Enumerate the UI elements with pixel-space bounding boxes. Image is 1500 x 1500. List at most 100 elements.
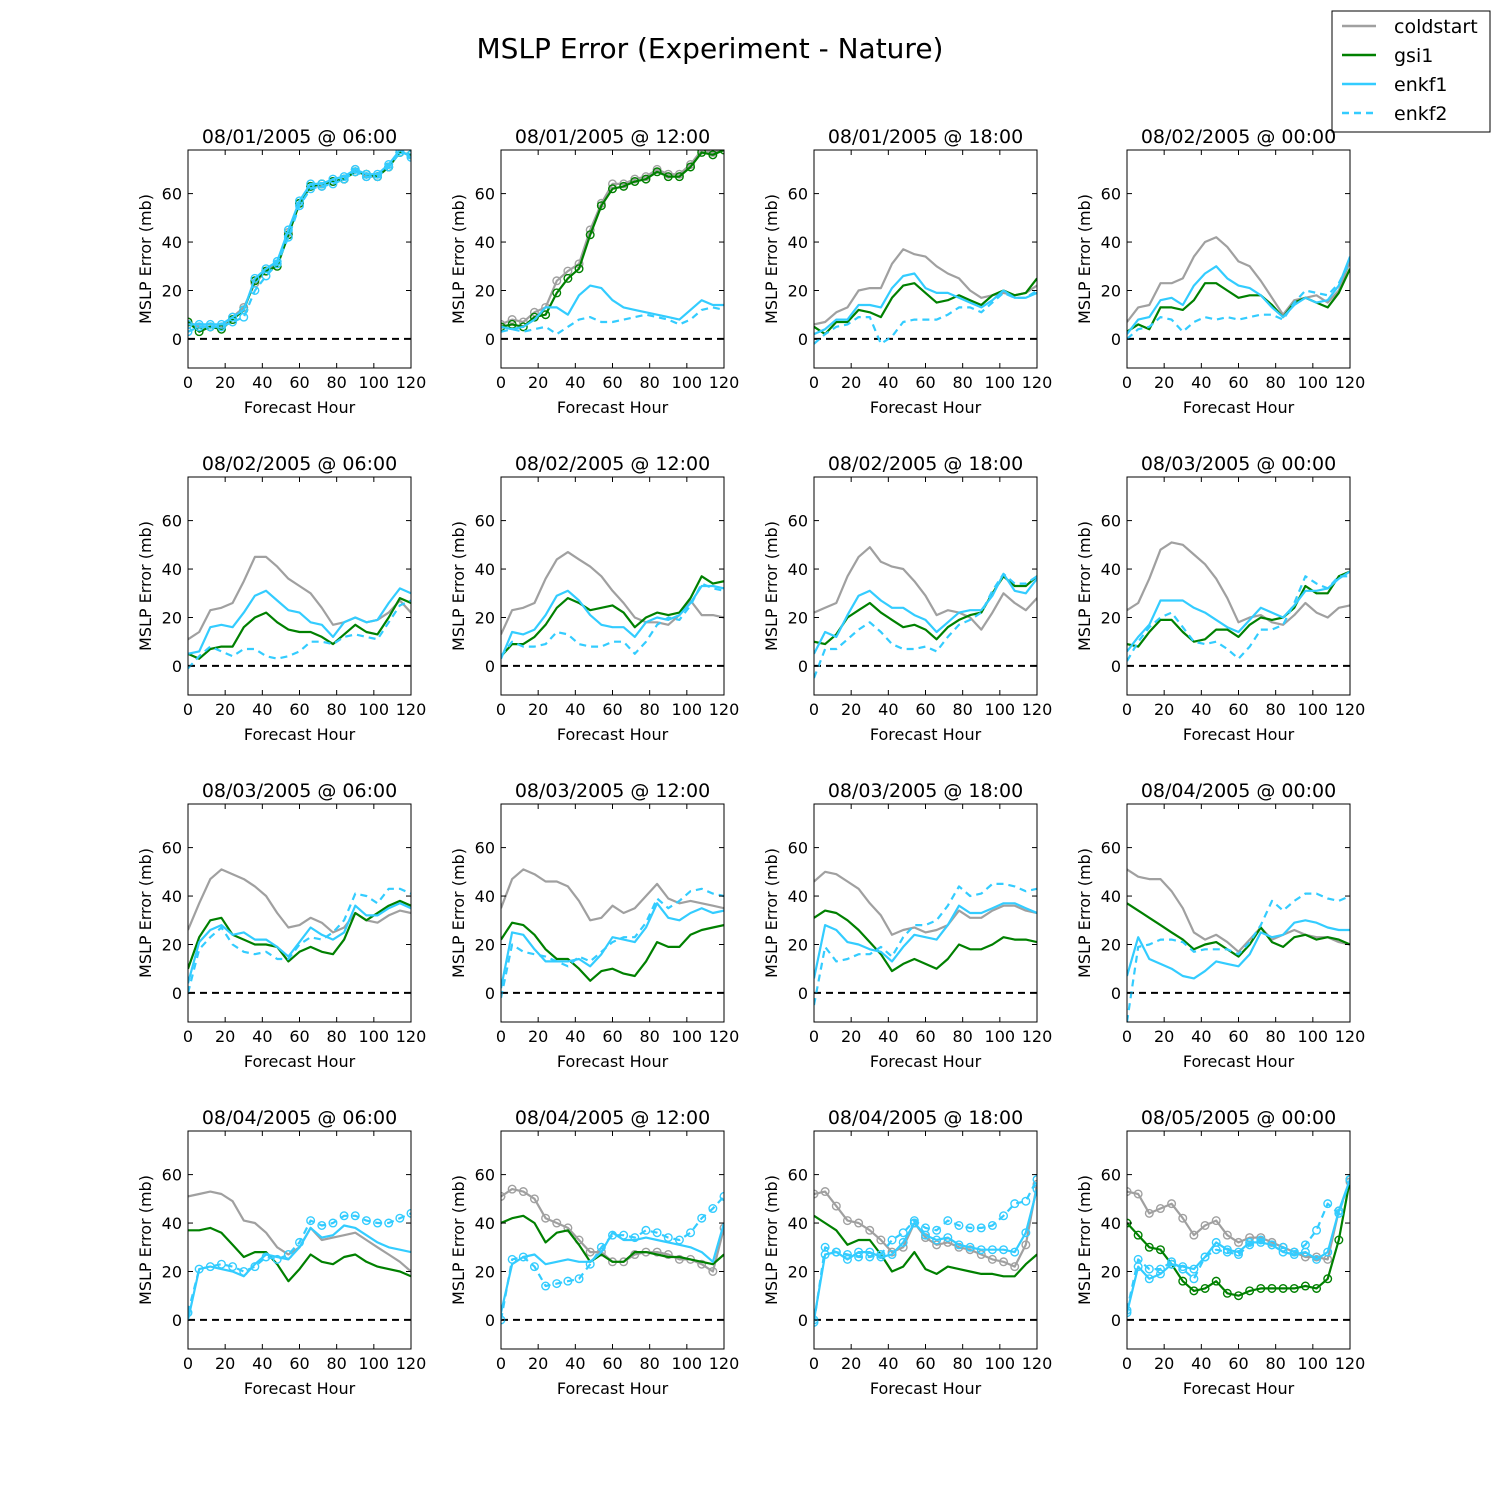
series-line-enkf2: [1127, 1179, 1350, 1311]
data-point-enkf2: [1323, 1199, 1333, 1209]
data-point-enkf2: [999, 1211, 1009, 1221]
data-point-coldstart: [831, 1201, 841, 1211]
y-axis-label: MSLP Error (mb): [762, 521, 781, 651]
data-point-enkf2: [205, 1262, 215, 1272]
y-tick-label: 60: [1101, 185, 1121, 204]
x-tick-label: 20: [215, 1354, 235, 1373]
data-point-enkf2: [1178, 1264, 1188, 1274]
data-point-gsi1: [663, 172, 673, 182]
data-point-gsi1: [674, 172, 684, 182]
y-tick-label: 40: [162, 233, 182, 252]
data-point-gsi1: [1233, 1291, 1243, 1301]
subplot-2: 08/01/2005 @ 12:00 0 20 40 60 80 100 120 0 20 40 60…: [449, 126, 739, 417]
data-point-enkf2: [608, 1230, 618, 1240]
data-point-enkf2: [921, 1223, 931, 1233]
y-tick-label: 0: [798, 330, 808, 349]
x-tick-label: 60: [602, 1354, 622, 1373]
y-tick-label: 0: [1111, 1311, 1121, 1330]
x-tick-label: 60: [1228, 1354, 1248, 1373]
series-line-enkf2: [1127, 892, 1350, 1022]
series-line-enkf2: [501, 582, 724, 657]
series-line-enkf1: [188, 902, 411, 984]
data-point-enkf2: [943, 1216, 953, 1226]
x-tick-label: 100: [672, 1027, 703, 1046]
data-point-gsi1: [708, 150, 718, 160]
x-tick-label: 80: [326, 1354, 346, 1373]
series-line-enkf1: [814, 572, 1037, 655]
y-tick-label: 0: [485, 984, 495, 1003]
x-tick-label: 0: [496, 1027, 506, 1046]
data-point-enkf2: [328, 1218, 338, 1228]
x-tick-label: 60: [289, 700, 309, 719]
subplot-7: 08/02/2005 @ 18:00 0 20 40 60 80 100 120 0 20 40 60…: [762, 453, 1052, 744]
subplot-10: 08/03/2005 @ 12:00 0 20 40 60 80 100 120 0 20 40 60…: [449, 780, 739, 1071]
legend-entry-enkf2: enkf2: [1342, 103, 1448, 125]
data-point-enkf2: [842, 1250, 852, 1260]
data-point-enkf2: [194, 1264, 204, 1274]
data-point-enkf2: [205, 322, 215, 332]
x-tick-label: 120: [396, 373, 427, 392]
data-point-gsi1: [1334, 1235, 1344, 1245]
x-tick-label: 0: [809, 373, 819, 392]
y-tick-label: 40: [162, 887, 182, 906]
data-point-enkf1: [965, 1242, 975, 1252]
data-point-enkf2: [283, 1250, 293, 1260]
legend-label-gsi1: gsi1: [1394, 45, 1433, 67]
x-tick-label: 0: [1122, 1027, 1132, 1046]
data-point-enkf2: [909, 1216, 919, 1226]
data-point-enkf2: [641, 1225, 651, 1235]
data-point-gsi1: [188, 317, 193, 327]
series-line-enkf2: [814, 1178, 1037, 1323]
data-point-coldstart: [1222, 1230, 1232, 1240]
plot-area: [188, 1190, 411, 1321]
x-tick-label: 60: [915, 700, 935, 719]
x-tick-label: 100: [1298, 1027, 1329, 1046]
x-tick-label: 0: [1122, 700, 1132, 719]
x-axis-label: Forecast Hour: [1183, 1052, 1295, 1071]
data-point-enkf2: [674, 1235, 684, 1245]
y-tick-label: 40: [1101, 887, 1121, 906]
y-axis-label: MSLP Error (mb): [762, 194, 781, 324]
x-tick-label: 60: [289, 1354, 309, 1373]
series-line-enkf2: [1127, 260, 1350, 340]
x-tick-label: 80: [1265, 1354, 1285, 1373]
y-tick-label: 20: [475, 1262, 495, 1281]
series-line-enkf2: [188, 887, 411, 994]
data-point-gsi1: [574, 264, 584, 274]
data-point-coldstart: [552, 276, 562, 286]
series-line-enkf1: [1127, 919, 1350, 980]
data-point-gsi1: [1211, 1276, 1221, 1286]
data-point-gsi1: [1200, 1283, 1210, 1293]
data-point-coldstart: [652, 1247, 662, 1257]
series-line-gsi1: [188, 596, 411, 660]
x-tick-label: 60: [602, 700, 622, 719]
data-point-enkf2: [239, 1266, 249, 1276]
y-axis-label: MSLP Error (mb): [136, 1175, 155, 1305]
data-point-gsi1: [596, 201, 606, 211]
x-tick-label: 60: [289, 373, 309, 392]
x-axis-label: Forecast Hour: [557, 1379, 669, 1398]
series-line-coldstart: [1127, 868, 1350, 953]
data-point-coldstart: [842, 1216, 852, 1226]
plot-area: [814, 1174, 1037, 1327]
x-tick-label: 20: [1154, 700, 1174, 719]
x-axis-label: Forecast Hour: [870, 725, 982, 744]
data-point-gsi1: [1133, 1230, 1143, 1240]
data-point-enkf2: [295, 1237, 305, 1247]
y-tick-label: 40: [1101, 233, 1121, 252]
data-point-gsi1: [641, 174, 651, 184]
data-point-enkf1: [887, 1250, 897, 1260]
data-point-coldstart: [887, 1247, 897, 1257]
data-point-coldstart: [1233, 1237, 1243, 1247]
y-tick-label: 60: [788, 839, 808, 858]
data-point-enkf2: [1278, 1242, 1288, 1252]
subplot-title: 08/02/2005 @ 00:00: [1141, 126, 1336, 148]
data-point-enkf2: [261, 271, 271, 281]
x-tick-label: 100: [359, 1354, 390, 1373]
legend-label-coldstart: coldstart: [1394, 16, 1478, 38]
y-tick-label: 20: [1101, 281, 1121, 300]
x-tick-label: 60: [915, 1354, 935, 1373]
x-tick-label: 100: [1298, 700, 1329, 719]
x-tick-label: 40: [565, 1027, 585, 1046]
x-tick-label: 20: [1154, 1354, 1174, 1373]
